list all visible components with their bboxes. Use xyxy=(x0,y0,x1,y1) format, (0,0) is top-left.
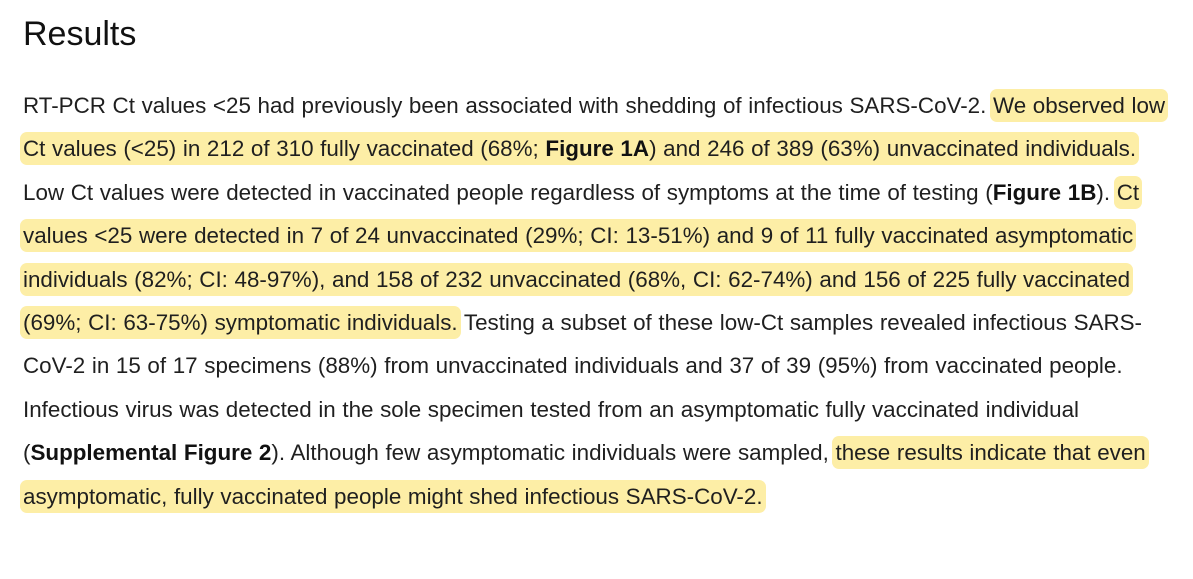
highlight-text: We observed low Ct values (<25) in 212 o… xyxy=(23,93,1166,162)
text-run: Low Ct values were detected in vaccinate… xyxy=(23,179,993,205)
text-run: ). Although few asymptomatic individuals… xyxy=(271,440,836,466)
text-run: Testing a subset of these low-Ct samples… xyxy=(23,310,1143,466)
results-paragraph: RT-PCR Ct values <25 had previously been… xyxy=(20,84,1175,518)
figure-1a-reference: Figure 1A xyxy=(545,136,650,162)
supplemental-figure-2-reference: Supplemental Figure 2 xyxy=(30,440,272,466)
section-heading: Results xyxy=(23,15,137,53)
figure-1b-reference: Figure 1B xyxy=(992,179,1097,205)
text-run: ). xyxy=(1096,179,1117,205)
text-run: RT-PCR Ct values <25 had previously been… xyxy=(23,93,993,118)
highlight-text: ) and 246 of 389 (63%) unvaccinated indi… xyxy=(649,136,1137,162)
